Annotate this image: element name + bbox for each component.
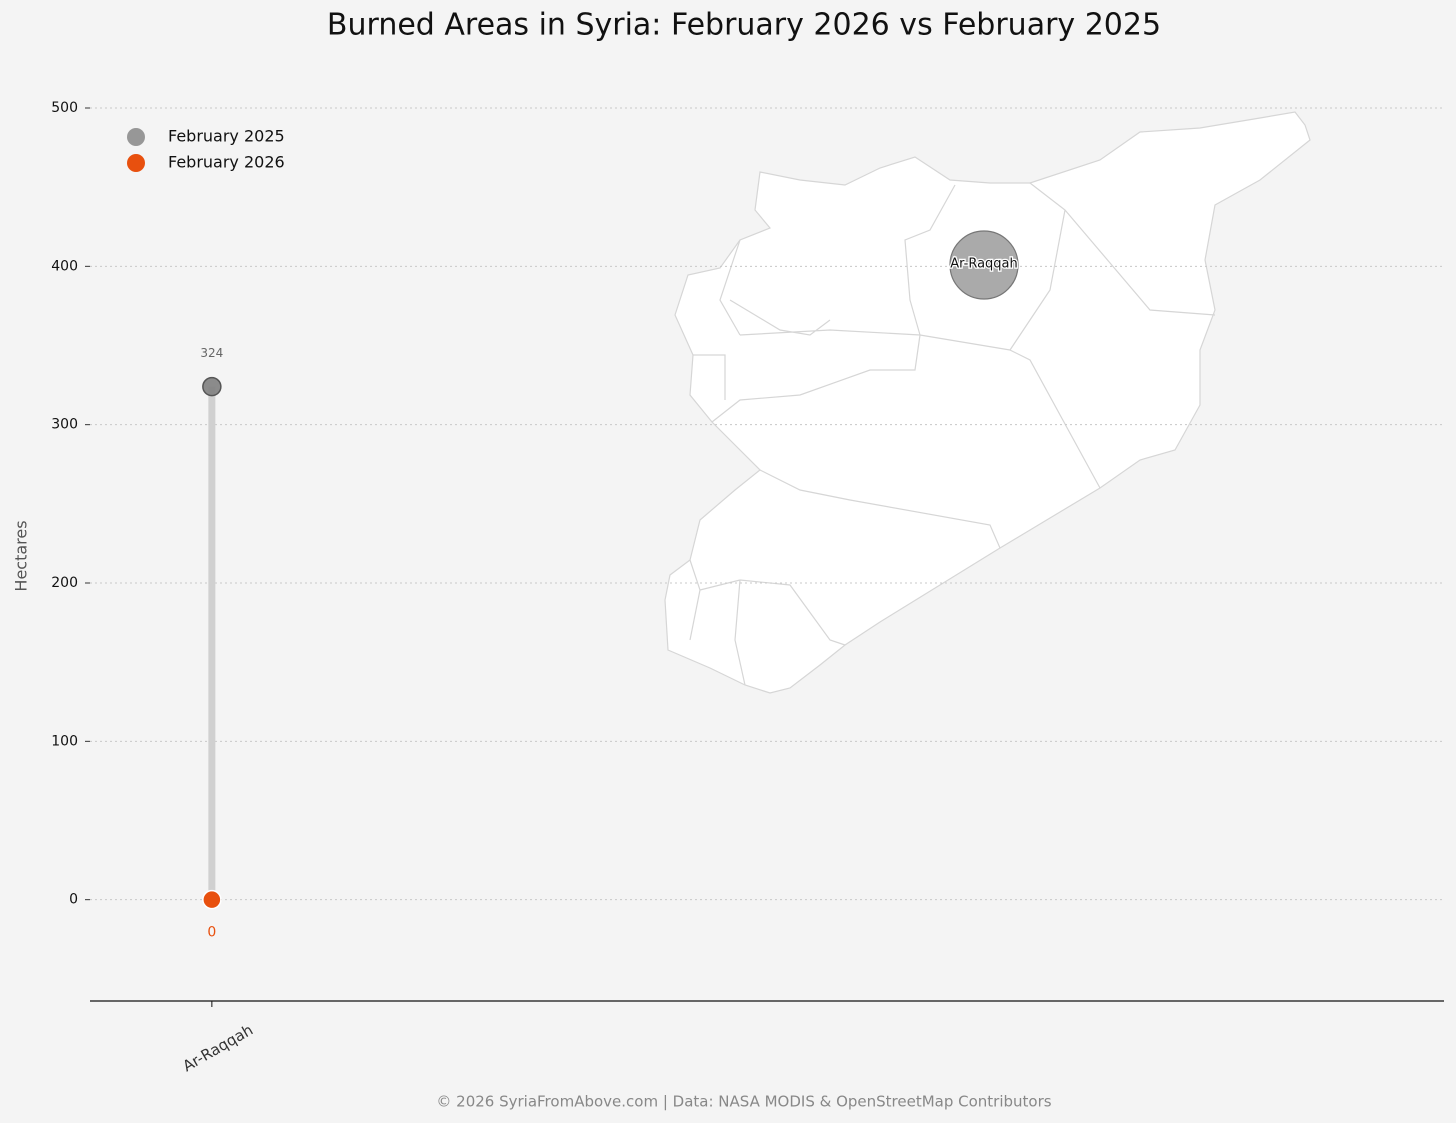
y-tick-label: 200 (51, 575, 78, 591)
dot (202, 376, 222, 397)
legend-marker (127, 154, 145, 172)
y-tick-label: 100 (51, 733, 78, 749)
dot (202, 889, 222, 910)
y-tick-label: 500 (51, 100, 78, 116)
y-tick-label: 0 (69, 892, 78, 908)
y-tick-label: 300 (51, 417, 78, 433)
footer: © 2026 SyriaFromAbove.com | Data: NASA M… (436, 1093, 1051, 1111)
map-bubble (949, 230, 1019, 300)
legend-label: February 2025 (168, 127, 285, 146)
chart-title: Burned Areas in Syria: February 2026 vs … (327, 8, 1161, 43)
syria-outline (664, 111, 1311, 694)
map-bubble-label: Ar-Raqqah (950, 257, 1018, 272)
y-axis-label: Hectares (12, 520, 31, 591)
legend-label: February 2026 (168, 153, 285, 172)
map (664, 111, 1311, 694)
value-label: 0 (207, 925, 216, 941)
value-label: 324 (200, 346, 223, 360)
y-tick-label: 400 (51, 258, 78, 274)
province-borders (689, 182, 1216, 686)
legend-marker (127, 128, 145, 146)
